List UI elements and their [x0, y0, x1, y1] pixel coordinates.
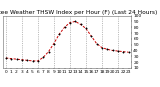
- Title: Milwaukee Weather THSW Index per Hour (F) (Last 24 Hours): Milwaukee Weather THSW Index per Hour (F…: [0, 10, 157, 15]
